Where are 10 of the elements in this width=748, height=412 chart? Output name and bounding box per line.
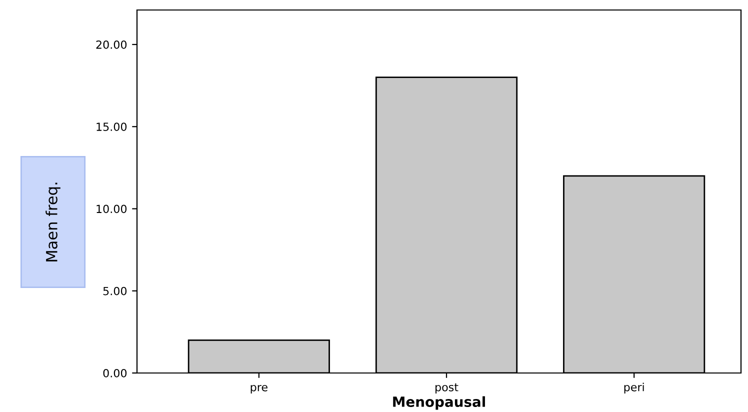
x-axis-title: Menopausal [393,396,485,410]
y-tick-label: 10.00 [96,204,127,214]
y-tick-label: 15.00 [96,122,127,131]
y-tick-label: 20.00 [96,40,127,49]
y-tick-label: 0.00 [103,368,127,378]
x-tick-label: peri [624,382,644,394]
y-tick-label: 5.00 [103,286,127,296]
y-axis-title: Maen freq. [46,182,60,262]
x-tick-label: post [436,383,458,394]
x-tick-label: pre [250,384,268,394]
